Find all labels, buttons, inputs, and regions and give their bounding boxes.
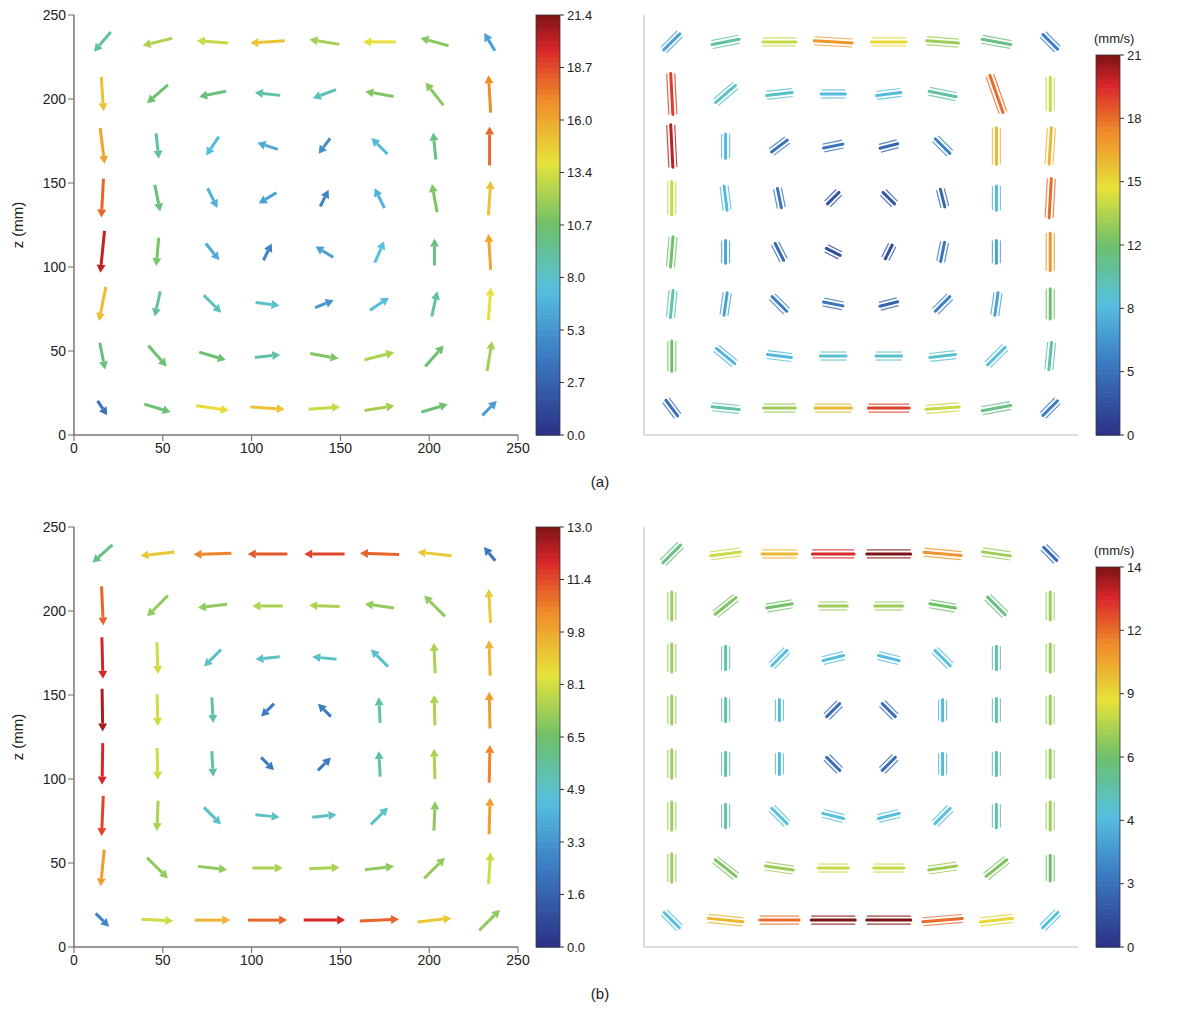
svg-text:0: 0	[1127, 940, 1134, 955]
svg-text:21.4: 21.4	[567, 8, 592, 23]
svg-text:0: 0	[58, 939, 66, 955]
svg-text:18: 18	[1127, 111, 1141, 126]
svg-text:10.7: 10.7	[567, 218, 592, 233]
svg-text:0: 0	[58, 427, 66, 443]
svg-text:0.0: 0.0	[567, 428, 585, 443]
svg-text:50: 50	[50, 855, 66, 871]
svg-text:13.4: 13.4	[567, 165, 592, 180]
svg-text:0: 0	[1127, 428, 1134, 443]
svg-text:6.5: 6.5	[567, 730, 585, 745]
svg-text:50: 50	[155, 952, 171, 968]
svg-text:9.8: 9.8	[567, 625, 585, 640]
svg-text:0: 0	[70, 952, 78, 968]
svg-text:50: 50	[155, 440, 171, 456]
svg-text:16.0: 16.0	[567, 113, 592, 128]
svg-text:100: 100	[43, 771, 67, 787]
svg-text:13.0: 13.0	[567, 520, 592, 535]
svg-text:15: 15	[1127, 174, 1141, 189]
svg-text:100: 100	[240, 952, 264, 968]
svg-text:200: 200	[418, 952, 442, 968]
svg-text:200: 200	[418, 440, 442, 456]
svg-text:3.3: 3.3	[567, 835, 585, 850]
svg-text:(mm/s): (mm/s)	[1094, 543, 1134, 558]
svg-text:14: 14	[1127, 560, 1141, 575]
svg-text:50: 50	[50, 343, 66, 359]
svg-text:3: 3	[1127, 876, 1134, 891]
svg-text:6: 6	[1127, 750, 1134, 765]
svg-text:100: 100	[240, 440, 264, 456]
svg-text:150: 150	[43, 687, 67, 703]
svg-text:8.0: 8.0	[567, 270, 585, 285]
svg-text:250: 250	[506, 440, 530, 456]
svg-text:z (mm): z (mm)	[10, 202, 26, 249]
svg-text:250: 250	[43, 519, 67, 535]
svg-text:200: 200	[43, 91, 67, 107]
svg-text:12: 12	[1127, 238, 1141, 253]
svg-text:18.7: 18.7	[567, 60, 592, 75]
svg-text:8.1: 8.1	[567, 677, 585, 692]
svg-text:250: 250	[43, 7, 67, 23]
svg-text:250: 250	[506, 952, 530, 968]
svg-text:9: 9	[1127, 686, 1134, 701]
svg-text:200: 200	[43, 603, 67, 619]
svg-text:150: 150	[43, 175, 67, 191]
svg-text:(mm/s): (mm/s)	[1094, 31, 1134, 46]
svg-text:0: 0	[70, 440, 78, 456]
svg-text:12: 12	[1127, 623, 1141, 638]
svg-text:8: 8	[1127, 301, 1134, 316]
svg-text:2.7: 2.7	[567, 375, 585, 390]
html-text:(b): (b)	[590, 985, 610, 1002]
svg-text:4: 4	[1127, 813, 1134, 828]
svg-text:150: 150	[329, 440, 353, 456]
svg-text:150: 150	[329, 952, 353, 968]
svg-text:1.6: 1.6	[567, 887, 585, 902]
svg-text:0.0: 0.0	[567, 940, 585, 955]
svg-text:11.4: 11.4	[567, 572, 591, 587]
svg-text:4.9: 4.9	[567, 782, 585, 797]
svg-text:5.3: 5.3	[567, 323, 585, 338]
svg-text:100: 100	[43, 259, 67, 275]
svg-text:z (mm): z (mm)	[10, 714, 26, 761]
svg-text:5: 5	[1127, 364, 1134, 379]
html-text:(a): (a)	[590, 473, 610, 490]
svg-text:21: 21	[1127, 48, 1141, 63]
